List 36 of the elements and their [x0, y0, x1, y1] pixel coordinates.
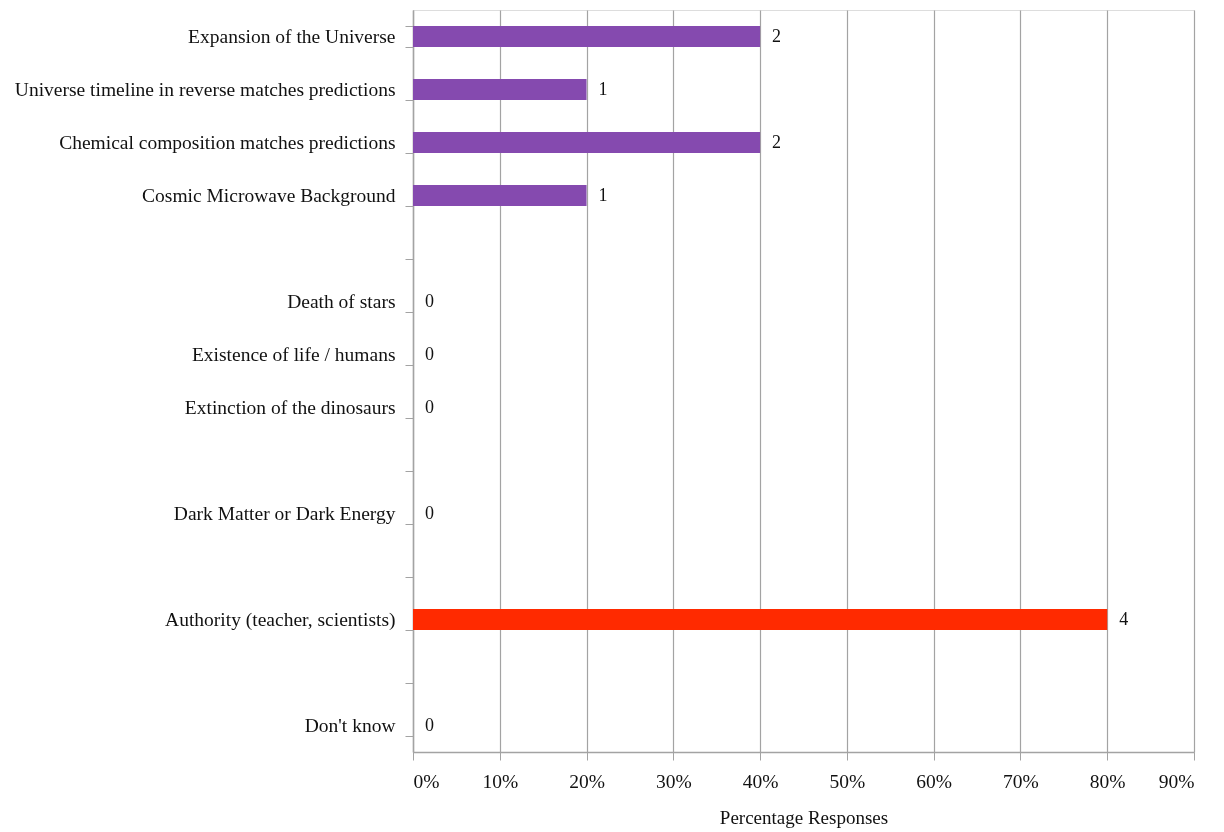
- x-axis-title: Percentage Responses: [719, 807, 889, 828]
- y-tick-label: Death of stars: [287, 291, 396, 312]
- bar: [413, 184, 587, 207]
- y-tick-label: Extinction of the dinosaurs: [184, 397, 396, 418]
- annotation: 2: [772, 25, 782, 46]
- y-tick-label: Cosmic Microwave Background: [142, 185, 396, 206]
- y-tick-label: Dark Matter or Dark Energy: [173, 503, 396, 524]
- annotation: 2: [772, 131, 782, 152]
- annotation: 0: [425, 343, 434, 364]
- bar: [413, 608, 1108, 631]
- annotation: 0: [425, 714, 434, 735]
- y-tick-label: Don't know: [304, 715, 396, 736]
- annotation: 0: [425, 396, 434, 417]
- x-tick-label: 20%: [569, 770, 605, 792]
- y-tick-label: Existence of life / humans: [191, 344, 396, 365]
- x-tick-label: 90%: [1158, 770, 1195, 792]
- x-tick-label: 40%: [742, 770, 779, 792]
- annotation: 1: [598, 184, 608, 205]
- x-tick-label: 60%: [916, 770, 953, 792]
- annotation: 0: [425, 290, 434, 311]
- y-tick-label: Universe timeline in reverse matches predictions: [14, 79, 396, 100]
- y-tick-label: Authority (teacher, scientists): [165, 609, 396, 631]
- x-tick-label: 30%: [655, 770, 692, 792]
- annotation: 0: [425, 502, 434, 523]
- y-tick-label: Chemical composition matches predictions: [59, 132, 396, 153]
- x-tick-label: 10%: [482, 770, 519, 792]
- bar: [413, 78, 587, 101]
- y-tick-label: Expansion of the Universe: [188, 26, 396, 47]
- annotation: 4: [1119, 608, 1129, 629]
- bar: [413, 131, 761, 154]
- bar: [413, 25, 761, 48]
- x-tick-label: 70%: [1003, 770, 1039, 792]
- x-tick-label: 50%: [829, 770, 866, 792]
- annotation: 1: [598, 78, 608, 99]
- x-tick-label: 80%: [1089, 770, 1126, 792]
- x-tick-label: 0%: [413, 770, 440, 792]
